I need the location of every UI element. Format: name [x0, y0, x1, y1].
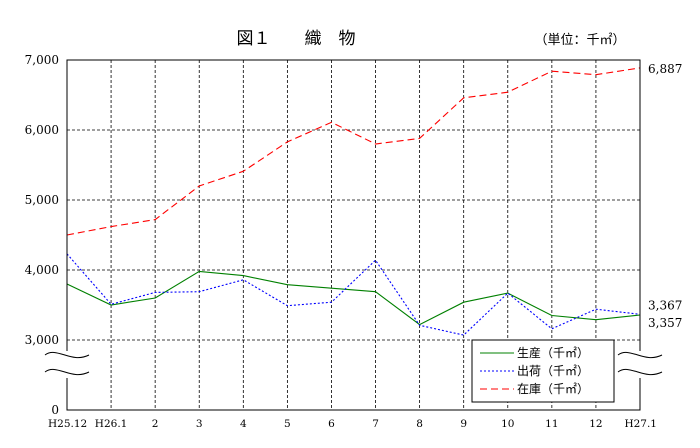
y-tick-label: 5,000: [25, 193, 59, 207]
x-tick-label: 5: [284, 418, 291, 430]
axis-break-wave: [44, 368, 90, 376]
legend-label: 在庫（千㎡）: [517, 382, 589, 396]
plot-frame: [66, 59, 641, 411]
x-tick-label: H26.1: [95, 418, 128, 430]
axis-breaks: [44, 351, 663, 378]
x-tick-label: H27.1: [624, 418, 657, 430]
series-line: [66, 253, 641, 336]
legend-box: [471, 339, 615, 403]
x-tick-label: 12: [589, 418, 602, 430]
y-tick-label: 3,000: [25, 333, 59, 347]
x-tick-label: 7: [372, 418, 379, 430]
end-value-label: 3,367: [648, 298, 682, 312]
y-tick-label: 6,000: [25, 123, 59, 137]
axis-break-wave: [44, 351, 90, 359]
legend: 生産（千㎡） 出荷（千㎡） 在庫（千㎡）: [471, 339, 615, 403]
x-tick-label: 3: [196, 418, 203, 430]
y-tick-label: 4,000: [25, 263, 59, 277]
axis-break-wave: [617, 351, 663, 359]
legend-label: 出荷（千㎡）: [517, 364, 589, 378]
chart-title: 図１ 織 物: [237, 29, 356, 49]
y-tick-label: 7,000: [25, 53, 59, 67]
series-line: [66, 270, 641, 326]
end-value-label: 3,357: [648, 316, 682, 330]
x-tick-label: H25.12: [48, 418, 87, 430]
end-value-label: 6,887: [648, 62, 682, 76]
series-line: [66, 67, 641, 236]
x-tick-label: 4: [240, 418, 247, 430]
x-tick-label: 6: [328, 418, 335, 430]
end-value-labels: 6,887 3,367 3,357: [648, 62, 682, 330]
axis-break-wave: [617, 368, 663, 376]
x-tick-label: 2: [152, 418, 159, 430]
x-tick-label: 9: [460, 418, 467, 430]
x-tick-label: 8: [416, 418, 423, 430]
x-tick-label: 11: [545, 418, 558, 430]
unit-label: （単位：千㎡）: [534, 32, 625, 48]
y-tick-label: 0: [51, 403, 59, 417]
x-tick-label: 10: [501, 418, 514, 430]
series-lines: [66, 67, 641, 336]
legend-label: 生産（千㎡）: [517, 345, 589, 360]
